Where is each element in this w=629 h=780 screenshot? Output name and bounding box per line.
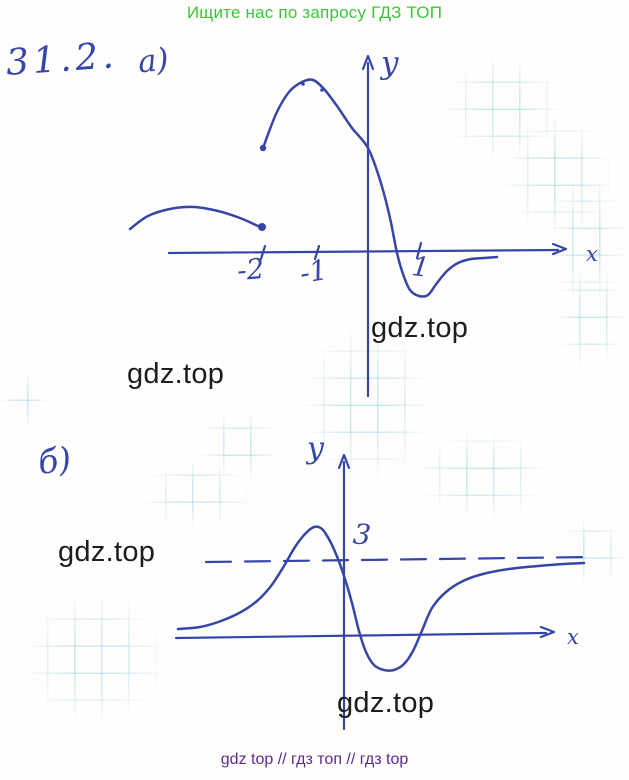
problem-number: 31.2. (4, 35, 119, 84)
part-a-label: а) (136, 41, 171, 81)
part-b-label: б) (35, 438, 74, 483)
watermark: gdz.top (127, 358, 225, 390)
graph-a-tick-label-minus2: -2 (235, 251, 266, 288)
site-footer-text: gdz top // гдз топ // гдз top (220, 751, 409, 768)
graph-b-x-axis-label: x (567, 625, 579, 649)
watermark: gdz.top (371, 312, 469, 344)
site-promo-header: Ищите нас по запросу ГДЗ ТОП (186, 3, 443, 22)
graph-b-y-axis-label: y (307, 431, 324, 466)
graph-a-y-axis-label: y (381, 45, 399, 81)
graph-b-asymptote-label: 3 (351, 517, 373, 552)
graph-a-x-axis-label: x (586, 242, 598, 266)
watermark: gdz.top (337, 687, 435, 719)
graph-a-tick-label-minus1: -1 (297, 252, 330, 291)
graph-a-tick-label-1: 1 (410, 251, 432, 284)
watermark: gdz.top (58, 536, 156, 568)
